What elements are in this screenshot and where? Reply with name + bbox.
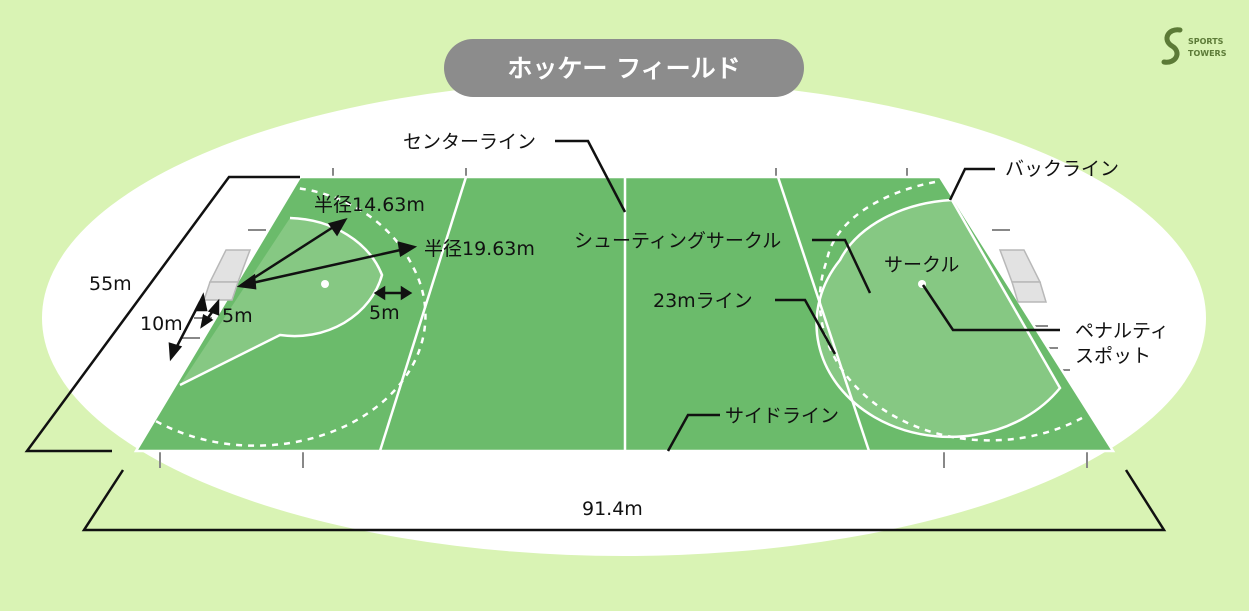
dimension-lines	[24, 175, 1167, 532]
field-lines	[133, 175, 1116, 453]
dim-55m-bracket	[24, 175, 300, 453]
dim-914m-bracket	[81, 469, 1167, 532]
title-badge	[444, 39, 804, 97]
right-dashed-arc	[818, 180, 1083, 442]
line-23m-label: 23mライン	[653, 290, 753, 312]
radius-1-label: 半径14.63m	[314, 194, 425, 216]
sports-towers-logo-icon: SPORTS TOWERS	[1161, 27, 1227, 65]
svg-text:SPORTS: SPORTS	[1188, 37, 1224, 46]
dim-5m-goal-label: 5m	[222, 305, 253, 327]
labels: センターライン バックライン シューティングサークル サークル 23mライン ペ…	[89, 131, 1169, 520]
right-goal	[998, 249, 1048, 303]
penalty-spot-label-line1: ペナルティ	[1075, 320, 1169, 342]
dim-914m-label: 91.4m	[582, 498, 643, 520]
sideline-ticks	[159, 168, 1088, 468]
back-line-label: バックライン	[1005, 158, 1119, 180]
side-line-label: サイドライン	[725, 405, 839, 427]
left-dashed-arc	[153, 185, 427, 447]
shooting-circle-label: シューティングサークル	[574, 230, 781, 252]
dimension-arrows	[168, 218, 418, 362]
page-title: ホッケー フィールド	[507, 54, 740, 83]
dim-5m-circle-label: 5m	[369, 302, 400, 324]
penalty-spot-leader	[921, 284, 1060, 332]
boundary-lines	[133, 175, 1116, 453]
left-penalty-spot	[321, 280, 329, 288]
radius-2-label: 半径19.63m	[424, 238, 535, 260]
right-23m-line	[776, 176, 871, 452]
left-23m-line	[378, 176, 468, 452]
shooting-circle-leader	[812, 238, 872, 294]
circle-label: サークル	[884, 254, 959, 276]
right-shooting-circle	[815, 198, 1062, 439]
side-line-leader	[666, 413, 720, 452]
svg-text:TOWERS: TOWERS	[1188, 49, 1227, 58]
leader-lines	[555, 139, 1060, 452]
dim-10m-label: 10m	[140, 313, 183, 335]
back-line-leader	[948, 167, 995, 201]
dim-55m-label: 55m	[89, 273, 132, 295]
left-goal	[202, 249, 252, 301]
center-line-leader	[555, 139, 627, 213]
center-line-label: センターライン	[403, 131, 536, 153]
line-23m-leader	[775, 298, 837, 355]
penalty-spot-label-line2: スポット	[1075, 345, 1151, 367]
